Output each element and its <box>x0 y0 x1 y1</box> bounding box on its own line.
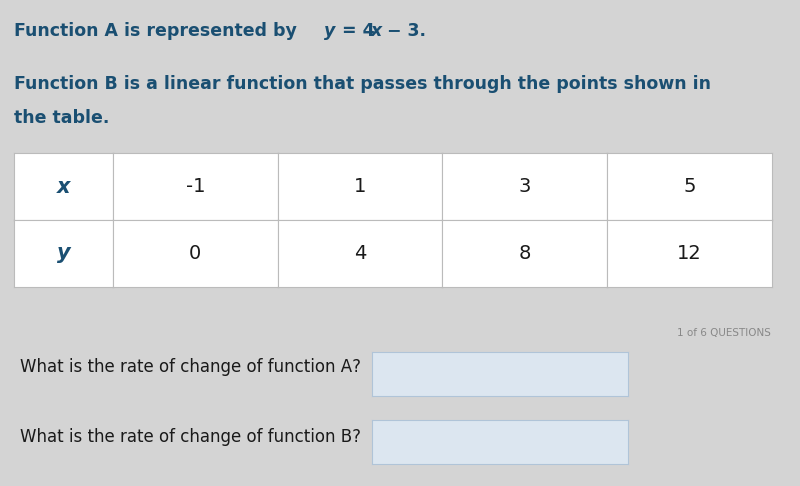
Text: x: x <box>57 176 70 196</box>
Text: Function B is a linear function that passes through the points shown in: Function B is a linear function that pas… <box>14 75 711 93</box>
Text: 3: 3 <box>518 177 531 196</box>
Text: 1: 1 <box>354 177 366 196</box>
Text: What is the rate of change of function B?: What is the rate of change of function B… <box>20 428 361 447</box>
Text: 8: 8 <box>518 244 531 263</box>
Text: the table.: the table. <box>14 109 110 127</box>
Text: − 3.: − 3. <box>381 22 426 40</box>
Text: 1 of 6 QUESTIONS: 1 of 6 QUESTIONS <box>677 328 770 338</box>
Text: What is the rate of change of function A?: What is the rate of change of function A… <box>20 358 361 376</box>
Text: -1: -1 <box>186 177 205 196</box>
Text: 5: 5 <box>683 177 696 196</box>
Text: Function A is represented by: Function A is represented by <box>14 22 298 40</box>
Text: y: y <box>324 22 335 40</box>
Text: = 4: = 4 <box>336 22 374 40</box>
Text: 12: 12 <box>678 244 702 263</box>
Text: 0: 0 <box>189 244 202 263</box>
Text: y: y <box>57 243 70 263</box>
Text: 4: 4 <box>354 244 366 263</box>
Text: x: x <box>370 22 382 40</box>
